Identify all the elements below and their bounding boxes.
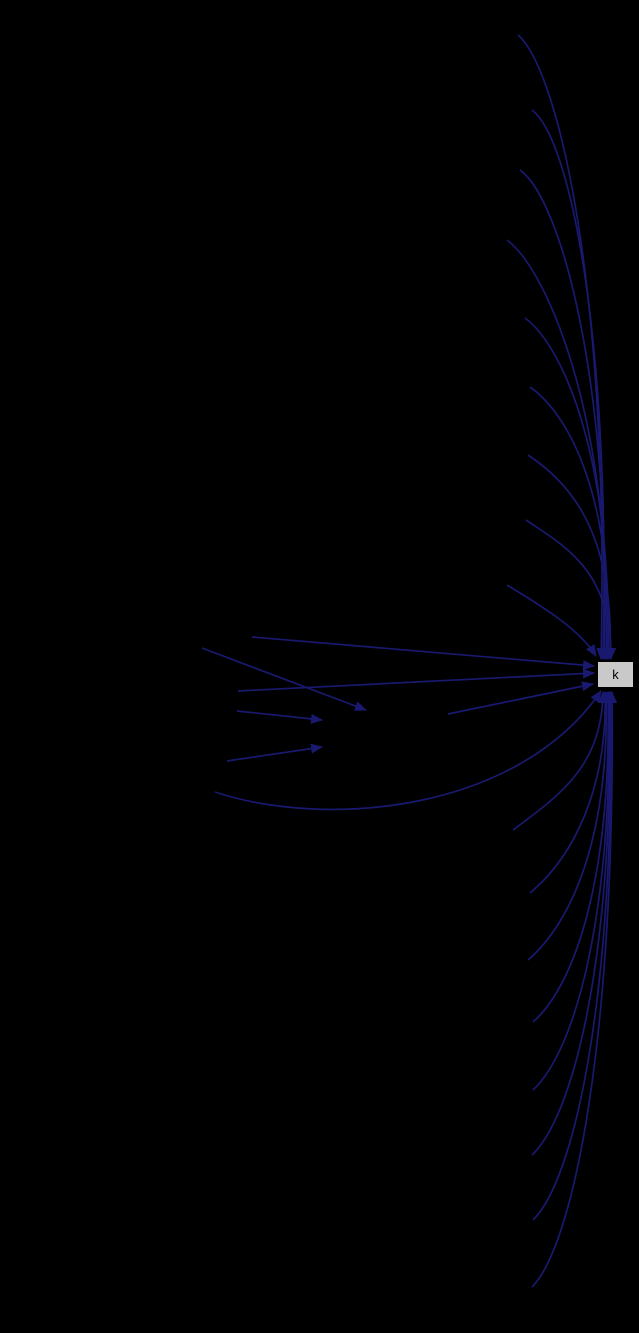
edge-to-hidden-node-1 [201, 647, 367, 711]
edge-to-hidden-node-3 [226, 743, 323, 762]
edge-caller-mid-3 [214, 690, 602, 811]
edge-to-hidden-node-2 [236, 710, 323, 724]
edge-caller-top-7 [527, 454, 616, 660]
edge-caller-bottom-1 [512, 691, 608, 831]
edge-caller-top-4 [506, 239, 612, 660]
edge-caller-top-9 [506, 584, 597, 657]
edge-caller-bottom-4 [532, 691, 614, 1023]
edge-caller-top-8 [525, 519, 617, 660]
edge-caller-bottom-6 [531, 691, 616, 1156]
node-k[interactable]: k [597, 661, 634, 688]
edge-hidden-node-to-k [447, 681, 594, 715]
edge-caller-bottom-8 [531, 691, 618, 1288]
edge-caller-top-1 [517, 34, 607, 660]
edge-caller-bottom-2 [529, 691, 611, 894]
edge-caller-top-3 [519, 169, 610, 660]
edge-caller-mid-2 [237, 668, 595, 692]
edge-layer [201, 34, 618, 1288]
edge-caller-mid-1 [251, 636, 595, 671]
edge-caller-bottom-3 [527, 691, 612, 961]
edge-caller-bottom-7 [532, 691, 617, 1221]
edge-caller-bottom-5 [532, 691, 615, 1091]
